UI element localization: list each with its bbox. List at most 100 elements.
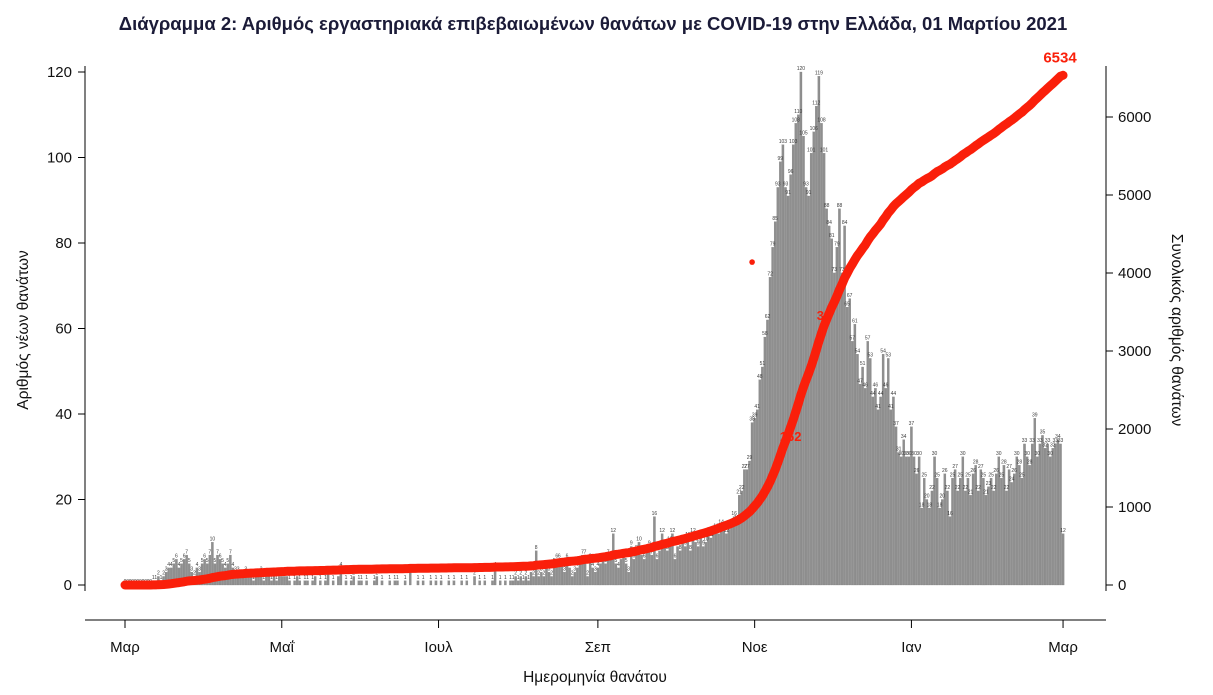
bar	[979, 469, 983, 586]
bar-value-label: 8	[679, 545, 682, 551]
bar-value-label: 30	[932, 451, 938, 457]
bar-value-label: 2	[550, 571, 553, 577]
bar-value-label: 6	[219, 554, 222, 560]
bar-value-label: 2	[376, 571, 379, 577]
bar-value-label: 41	[888, 404, 894, 410]
y-axis-left-title: Αριθμός νέων θανάτων	[15, 250, 32, 410]
bar-value-label: 3	[198, 566, 201, 572]
bar-value-label: 30	[1014, 451, 1020, 457]
bar	[632, 559, 636, 586]
bar-value-label: 1	[360, 575, 363, 581]
bar-value-label: 25	[1019, 472, 1025, 478]
bar	[1000, 478, 1003, 586]
bar-value-label: 32	[1050, 442, 1056, 448]
bar	[930, 490, 934, 586]
bar-value-label: 1	[447, 575, 450, 581]
bar	[1059, 443, 1062, 586]
bar	[229, 554, 232, 586]
bar-value-label: 2	[519, 571, 522, 577]
bar	[935, 478, 939, 586]
bar-value-label: 2	[571, 571, 574, 577]
bar-value-label: 1	[429, 575, 432, 581]
bar	[668, 542, 672, 586]
bar	[684, 546, 687, 586]
bar	[1048, 456, 1052, 586]
x-tick-label: Νοε	[742, 639, 768, 656]
bar	[702, 546, 705, 586]
bar-value-label: 85	[772, 216, 778, 222]
bar-value-label: 39	[752, 413, 758, 419]
bar-value-label: 25	[999, 472, 1005, 478]
bar-value-label: 73	[839, 267, 845, 273]
bar-value-label: 1	[358, 575, 361, 581]
bar	[948, 516, 952, 586]
bar	[409, 572, 412, 586]
bar	[1025, 456, 1029, 586]
bar-value-label: 6	[643, 554, 646, 560]
bar-value-label: 1	[311, 575, 314, 581]
bar	[776, 187, 780, 586]
bar-value-label: 1	[509, 575, 512, 581]
bar-value-label: 7	[208, 549, 211, 555]
bar-value-label: 12	[690, 528, 696, 534]
bar	[732, 516, 736, 586]
bar	[830, 238, 833, 586]
bar-value-label: 58	[762, 331, 768, 337]
bar-value-label: 28	[973, 460, 979, 466]
bar	[439, 580, 443, 586]
y-left-tick-label: 80	[55, 235, 72, 252]
bar	[627, 572, 630, 586]
bar	[547, 572, 551, 586]
bar-value-label: 2	[586, 571, 589, 577]
bar	[807, 195, 810, 586]
bar	[283, 576, 286, 586]
bar-value-label: 1	[440, 575, 443, 581]
bar-value-label: 24	[1009, 477, 1015, 483]
bar-value-label: 3	[594, 566, 597, 572]
bar-value-label: 6	[566, 554, 569, 560]
bar	[360, 580, 363, 586]
bar-value-label: 67	[847, 293, 853, 299]
bar-value-label: 5	[172, 558, 175, 564]
bar-value-label: 12	[611, 528, 617, 534]
bar	[1046, 443, 1049, 586]
bar	[894, 426, 898, 586]
bar-value-label: 1	[393, 575, 396, 581]
bar	[953, 469, 957, 586]
bar	[912, 456, 916, 586]
bar	[845, 307, 849, 586]
bar-value-label: 4	[196, 562, 199, 568]
bar-value-label: 46	[862, 383, 868, 389]
bar-value-label: 30	[1035, 451, 1041, 457]
bar-value-label: 2	[162, 571, 165, 577]
bar	[568, 567, 571, 586]
bar	[1043, 448, 1047, 586]
bar-value-label: 26	[1011, 468, 1017, 474]
bar	[447, 580, 451, 586]
bar	[786, 195, 790, 586]
bar-value-label: 3	[627, 566, 630, 572]
bar-value-label: 1	[453, 575, 456, 581]
bar	[861, 366, 864, 586]
bar	[969, 495, 972, 586]
bar-value-label: 2	[543, 571, 546, 577]
y-right-tick-label: 5000	[1118, 187, 1151, 204]
bar	[748, 460, 751, 586]
bar-value-label: 34	[901, 434, 907, 440]
bar-value-label: 26	[993, 468, 999, 474]
bar	[856, 354, 859, 586]
bar-value-label: 31	[896, 447, 902, 453]
bar-value-label: 4	[340, 562, 343, 568]
bar	[676, 546, 679, 586]
bar-value-label: 1	[499, 575, 502, 581]
bar-value-label: 51	[760, 361, 766, 367]
bar-value-label: 30	[906, 451, 912, 457]
bar	[1020, 478, 1024, 586]
bar-value-label: 21	[968, 489, 974, 495]
bar-value-label: 2	[537, 571, 540, 577]
bar	[594, 572, 597, 586]
x-tick-label: Μαΐ	[270, 639, 295, 656]
bar-value-label: 4	[232, 562, 235, 568]
bar	[614, 563, 618, 586]
